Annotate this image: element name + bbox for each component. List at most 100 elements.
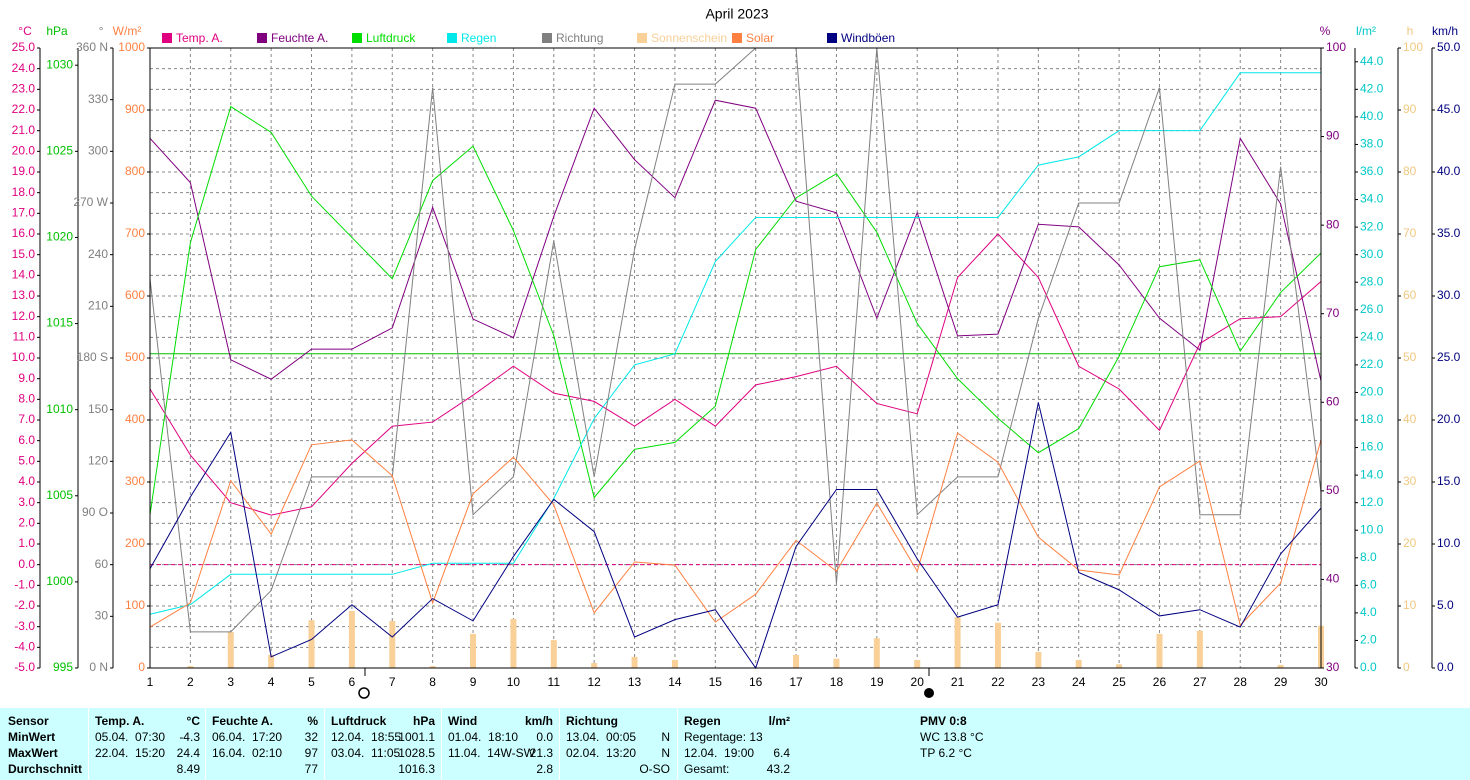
stats-cell: MinWert xyxy=(8,730,56,744)
y-tick-label: 1010 xyxy=(46,402,73,416)
legend-label: Windböen xyxy=(841,31,895,45)
x-tick-label: 6 xyxy=(349,675,356,689)
y-tick-label: -1.0 xyxy=(14,578,35,592)
y-tick-label: 20.0 xyxy=(12,144,36,158)
y-tick-label: 900 xyxy=(125,102,145,116)
y-tick-label: 60 xyxy=(1403,288,1417,302)
bar xyxy=(631,656,638,668)
stats-table: Sensor MinWert MaxWert Durchschnitt Temp. A.… xyxy=(0,708,1470,780)
y-tick-label: 20 xyxy=(1403,536,1417,550)
y-tick-label: 90 xyxy=(1403,102,1417,116)
y-tick-label: 70 xyxy=(1326,306,1340,320)
y-tick-label: 1020 xyxy=(46,230,73,244)
bars xyxy=(187,610,1324,668)
x-tick-label: 24 xyxy=(1072,675,1086,689)
stats-separator xyxy=(205,708,206,780)
y-tick-label: 36.0 xyxy=(1360,164,1384,178)
stats-title: Sensor xyxy=(8,714,49,728)
stats-cell: 77 xyxy=(304,762,318,776)
legend-swatch xyxy=(352,33,362,43)
y-tick-label: 180 S xyxy=(77,350,108,364)
stats-cell: Gesamt: xyxy=(684,762,730,776)
y-tick-label: 270 W xyxy=(73,195,108,209)
stats-cell: Regentage: 13 xyxy=(684,730,763,744)
y-tick-label: 240 xyxy=(88,247,108,261)
x-tick-label: 17 xyxy=(789,675,803,689)
y-tick-label: 300 xyxy=(125,474,145,488)
stats-cell: 2.8 xyxy=(536,762,553,776)
y-tick-label: 1025 xyxy=(46,144,73,158)
stats-cell: 0.0 xyxy=(536,730,553,744)
bar xyxy=(591,663,598,668)
stats-title: Temp. A. xyxy=(95,714,145,728)
y-tick-label: -2.0 xyxy=(14,598,35,612)
y-tick-label: 14.0 xyxy=(12,268,36,282)
y-tick-label: 0.0 xyxy=(1360,660,1377,674)
y-tick-label: 19.0 xyxy=(12,164,36,178)
y-tick-label: 90 O xyxy=(82,505,108,519)
y-tick-label: 50 xyxy=(1403,350,1417,364)
x-tick-label: 14 xyxy=(668,675,682,689)
y-tick-label: 60 xyxy=(1326,394,1340,408)
y-tick-label: 34.0 xyxy=(1360,192,1384,206)
series-line xyxy=(149,47,1322,633)
axis-unit: % xyxy=(1320,24,1331,38)
y-tick-label: 30 xyxy=(95,609,109,623)
y-tick-label: 1000 xyxy=(118,40,145,54)
stats-cell: WC 13.8 °C xyxy=(920,730,984,744)
x-tick-label: 25 xyxy=(1112,675,1126,689)
y-tick-label: 6.0 xyxy=(18,433,35,447)
y-tick-label: 120 xyxy=(88,454,108,468)
series-line xyxy=(149,99,1322,382)
stats-separator xyxy=(559,708,560,780)
stats-cell: -4.3 xyxy=(179,730,200,744)
y-tick-label: 10.0 xyxy=(12,350,36,364)
plot-border xyxy=(149,47,1322,669)
y-tick-label: 10.0 xyxy=(1360,522,1384,536)
y-tick-label: -3.0 xyxy=(14,619,35,633)
x-tick-label: 29 xyxy=(1274,675,1288,689)
y-tick-label: 13.0 xyxy=(12,288,36,302)
stats-unit: l/m² xyxy=(768,714,790,728)
y-tick-label: 6.0 xyxy=(1360,578,1377,592)
x-tick-label: 16 xyxy=(749,675,763,689)
axis-unit: ° xyxy=(99,24,104,38)
stats-cell: 16.04. 02:10 xyxy=(212,746,283,760)
x-tick-label: 28 xyxy=(1234,675,1248,689)
series-line xyxy=(149,105,1322,515)
stats-title: Feuchte A. xyxy=(212,714,273,728)
y-tick-label: 500 xyxy=(125,350,145,364)
x-tick-label: 2 xyxy=(187,675,194,689)
y-tick-label: 25.0 xyxy=(12,40,36,54)
legend-label: Temp. A. xyxy=(176,31,223,45)
y-tick-label: 11.0 xyxy=(13,330,36,344)
legend-swatch xyxy=(162,33,172,43)
stats-separator xyxy=(677,708,678,780)
stats-cell: 21.3 xyxy=(529,746,553,760)
y-tick-label: 45.0 xyxy=(1437,102,1461,116)
y-tick-label: 8.0 xyxy=(18,392,35,406)
y-tick-label: 1030 xyxy=(46,57,73,71)
y-tick-label: 30.0 xyxy=(1437,288,1461,302)
y-tick-label: 17.0 xyxy=(12,206,36,220)
stats-cell: 8.49 xyxy=(176,762,200,776)
legend-label: Regen xyxy=(461,31,496,45)
bar xyxy=(1156,633,1163,668)
bar xyxy=(1277,664,1284,668)
y-tick-label: 80 xyxy=(1326,217,1340,231)
y-tick-label: 15.0 xyxy=(12,247,36,261)
y-tick-label: 30.0 xyxy=(1360,247,1384,261)
new-moon xyxy=(924,688,934,698)
stats-cell: N xyxy=(661,746,670,760)
y-tick-label: 32.0 xyxy=(1360,219,1384,233)
y-tick-label: 700 xyxy=(125,226,145,240)
stats-separator xyxy=(324,708,325,780)
stats-title: Regen xyxy=(684,714,721,728)
bar xyxy=(308,620,315,668)
y-tick-label: 22.0 xyxy=(12,102,36,116)
y-tick-label: 50 xyxy=(1326,483,1340,497)
series-line xyxy=(149,72,1321,615)
x-tick-label: 4 xyxy=(268,675,275,689)
lines xyxy=(149,47,1322,670)
